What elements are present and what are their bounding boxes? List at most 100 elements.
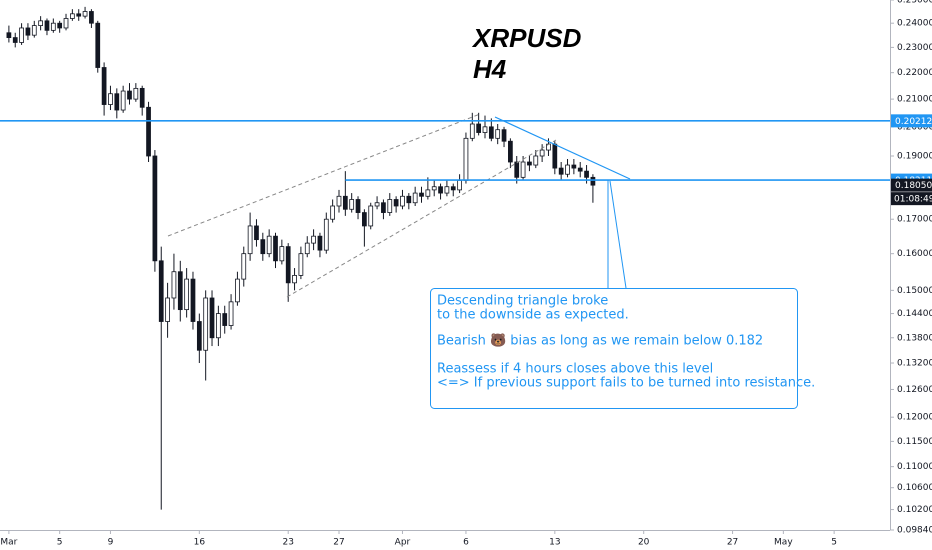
candle-body xyxy=(6,32,12,38)
candle-body xyxy=(444,186,450,194)
candle-body xyxy=(146,106,151,157)
candle-body xyxy=(374,202,380,207)
candle-body xyxy=(44,20,50,31)
candle-body xyxy=(482,126,488,133)
candle-body xyxy=(203,297,209,351)
candle-body xyxy=(463,137,469,181)
candle-body xyxy=(273,235,278,262)
triangle-line xyxy=(494,116,631,180)
candle-body xyxy=(450,186,456,191)
chart-title: XRPUSD xyxy=(471,23,582,53)
candle-body xyxy=(120,90,126,111)
candle-body xyxy=(495,129,501,139)
y-tick-label: 0.23000 xyxy=(897,43,932,53)
candle-body xyxy=(304,242,310,255)
candle-body xyxy=(565,164,570,175)
x-tick-label: Mar xyxy=(0,538,17,548)
candle-body xyxy=(76,13,82,17)
candle-body xyxy=(133,87,139,100)
x-tick-label: 13 xyxy=(549,538,560,548)
candle-body xyxy=(38,20,43,26)
x-tick-label: 27 xyxy=(333,538,344,548)
candle-body xyxy=(590,176,596,186)
candle-body xyxy=(577,167,583,172)
candle-body xyxy=(336,195,342,207)
candle-body xyxy=(488,126,494,139)
x-tick-label: Apr xyxy=(395,538,411,548)
countdown-box xyxy=(891,192,932,206)
candle-body xyxy=(114,93,120,111)
candle-body xyxy=(95,22,101,68)
candle-body xyxy=(368,205,374,227)
y-tick-label: 0.25000 xyxy=(897,0,932,6)
candle-body xyxy=(412,192,418,204)
candle-body xyxy=(127,90,132,100)
y-tick-label: 0.09840 xyxy=(897,526,932,536)
y-tick-label: 0.21000 xyxy=(897,95,932,105)
candle-body xyxy=(571,164,577,169)
candle-body xyxy=(292,275,297,284)
candle-body xyxy=(108,93,113,105)
candle-body xyxy=(171,271,177,299)
candle-body xyxy=(241,253,247,280)
x-tick-label: 27 xyxy=(727,538,738,548)
candle-body xyxy=(520,161,526,178)
x-tick-label: 9 xyxy=(108,538,114,548)
candle-body xyxy=(57,22,63,29)
y-tick-label: 0.10600 xyxy=(897,483,932,493)
candle-body xyxy=(298,253,304,276)
y-tick-label: 0.14400 xyxy=(897,309,932,319)
candle-body xyxy=(12,37,18,43)
candle-body xyxy=(469,123,475,139)
candle-body xyxy=(393,199,399,207)
candle-body xyxy=(539,149,545,157)
callout-line xyxy=(609,180,627,289)
candle-body xyxy=(381,202,386,213)
candle-body xyxy=(501,129,507,142)
candle-body xyxy=(285,246,291,284)
candle-body xyxy=(82,11,88,17)
candle-body xyxy=(222,313,228,326)
candle-body xyxy=(349,199,355,210)
annotation-text: Reassess if 4 hours closes above this le… xyxy=(437,362,713,377)
candle-body xyxy=(476,123,482,133)
y-tick-label: 0.13800 xyxy=(897,333,932,343)
candle-body xyxy=(31,25,37,36)
x-tick-label: May xyxy=(774,538,793,548)
y-tick-label: 0.15000 xyxy=(897,286,932,296)
candle-body xyxy=(19,27,24,43)
countdown: 01:08:49 xyxy=(894,195,932,205)
candle-body xyxy=(190,278,196,322)
candle-body xyxy=(184,278,190,311)
candle-body xyxy=(584,170,589,178)
candle-body xyxy=(419,192,424,197)
candle-body xyxy=(139,87,145,108)
last-price-label: 0.18050 xyxy=(895,181,932,191)
candle-body xyxy=(362,212,367,227)
candle-body xyxy=(89,11,94,24)
candle-body xyxy=(514,161,520,178)
y-tick-label: 0.16000 xyxy=(897,249,932,259)
candle-body xyxy=(406,195,412,204)
y-tick-label: 0.11000 xyxy=(897,462,932,472)
y-tick-label: 0.24000 xyxy=(897,19,932,29)
annotation-text: Bearish 🐻 bias as long as we remain belo… xyxy=(437,332,763,349)
candle-body xyxy=(558,167,564,175)
plot xyxy=(6,6,596,510)
y-tick-label: 0.22000 xyxy=(897,68,932,78)
y-tick-label: 0.10200 xyxy=(897,505,932,515)
candle-body xyxy=(247,225,253,255)
annotation-box xyxy=(430,288,798,409)
candle-body xyxy=(63,18,69,29)
x-tick-label: 23 xyxy=(282,538,293,548)
x-tick-label: 20 xyxy=(638,538,650,548)
candle-body xyxy=(260,239,266,255)
y-tick-label: 0.12600 xyxy=(897,385,932,395)
level-label: 0.20212 xyxy=(895,117,932,127)
candle-body xyxy=(311,235,316,244)
candle-body xyxy=(228,301,234,326)
chart-subtitle: H4 xyxy=(473,54,507,84)
candle-body xyxy=(158,260,164,322)
candle-body xyxy=(25,27,31,36)
y-tick-label: 0.11500 xyxy=(897,437,932,447)
